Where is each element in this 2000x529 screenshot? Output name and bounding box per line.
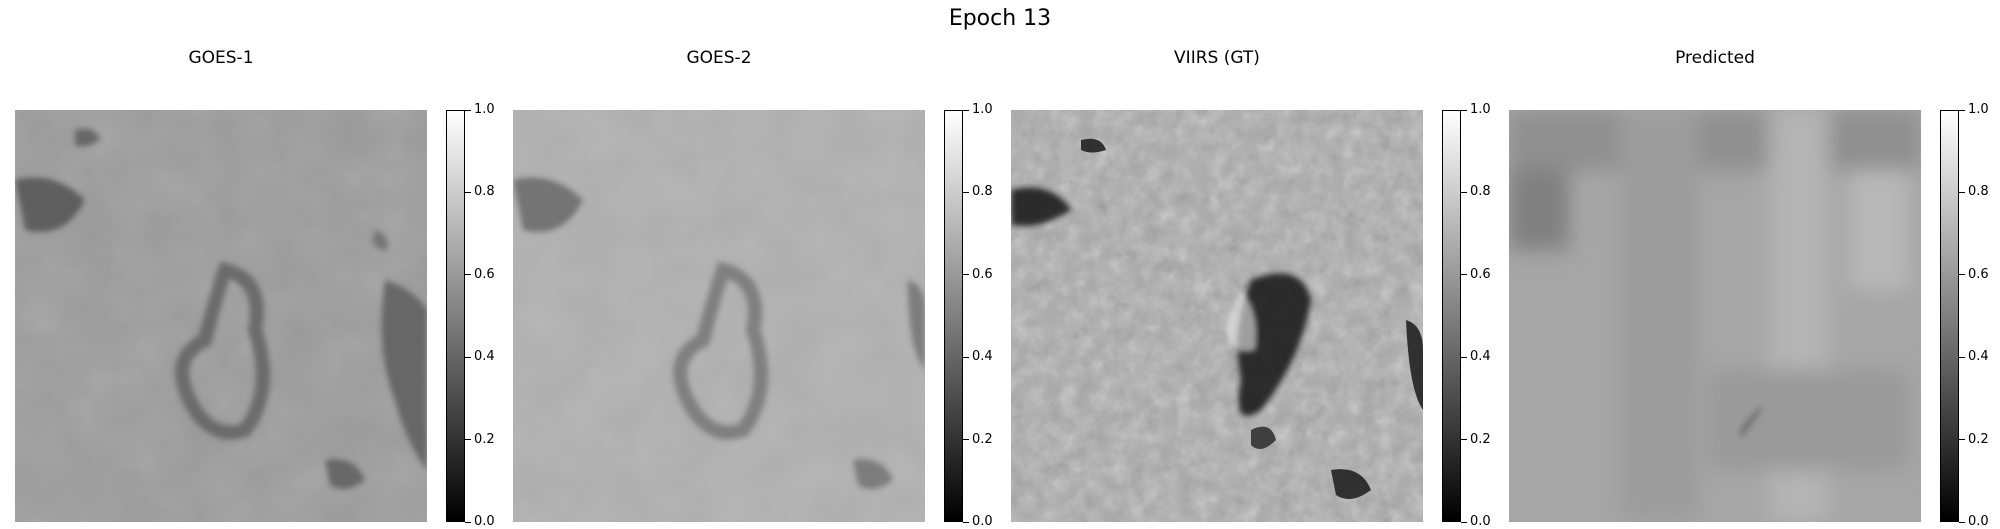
colorbar-tick-label: 0.0 — [972, 514, 993, 529]
colorbar-tick — [1461, 356, 1467, 358]
goes-1-image — [15, 110, 427, 522]
colorbar-tick — [1461, 439, 1467, 441]
colorbar-tick-label: 0.8 — [972, 184, 993, 200]
colorbar-tick-label: 0.8 — [1470, 184, 1491, 200]
colorbar — [1940, 110, 1959, 522]
colorbar-tick-label: 0.2 — [972, 431, 993, 447]
colorbar-tick-label: 0.6 — [1968, 266, 1989, 282]
colorbar-tick — [465, 109, 471, 111]
colorbar-tick-label: 1.0 — [1968, 102, 1989, 117]
colorbar-tick — [963, 439, 969, 441]
colorbar-tick — [465, 191, 471, 193]
colorbar-tick — [963, 274, 969, 276]
colorbar-tick-label: 0.2 — [474, 431, 495, 447]
colorbar-tick — [1959, 356, 1965, 358]
colorbar-tick — [1461, 109, 1467, 111]
colorbar-tick — [963, 521, 969, 523]
colorbar-tick-label: 0.4 — [972, 349, 993, 365]
colorbar-tick-label: 1.0 — [474, 102, 495, 117]
figure-title: Epoch 13 — [948, 6, 1052, 31]
colorbar-tick — [1461, 521, 1467, 523]
colorbar-tick-label: 1.0 — [1470, 102, 1491, 117]
colorbar-tick-label: 0.2 — [1470, 431, 1491, 447]
colorbar-tick-label: 0.0 — [474, 514, 495, 529]
colorbar-tick-label: 0.6 — [474, 266, 495, 282]
colorbar-tick — [465, 521, 471, 523]
predicted-image — [1509, 110, 1921, 522]
colorbar-tick-label: 0.6 — [1470, 266, 1491, 282]
colorbar — [944, 110, 963, 522]
panel-title: Predicted — [1675, 48, 1755, 68]
colorbar-tick — [465, 274, 471, 276]
colorbar-tick — [1959, 109, 1965, 111]
colorbar-tick-label: 0.4 — [1470, 349, 1491, 365]
panel-title: VIIRS (GT) — [1174, 48, 1260, 68]
colorbar-tick-label: 0.6 — [972, 266, 993, 282]
colorbar-tick — [963, 191, 969, 193]
colorbar-tick — [465, 356, 471, 358]
panel-title: GOES-2 — [686, 48, 752, 68]
viirs-gt-image — [1011, 110, 1423, 522]
colorbar-tick-label: 0.0 — [1470, 514, 1491, 529]
colorbar — [446, 110, 465, 522]
colorbar — [1442, 110, 1461, 522]
panel-title: GOES-1 — [188, 48, 254, 68]
colorbar-tick-label: 0.8 — [1968, 184, 1989, 200]
colorbar-tick — [1461, 274, 1467, 276]
colorbar-tick — [963, 109, 969, 111]
colorbar-tick — [1959, 521, 1965, 523]
colorbar-tick-label: 1.0 — [972, 102, 993, 117]
goes-2-image — [513, 110, 925, 522]
colorbar-tick-label: 0.0 — [1968, 514, 1989, 529]
colorbar-tick — [1461, 191, 1467, 193]
colorbar-tick-label: 0.4 — [1968, 349, 1989, 365]
colorbar-tick — [465, 439, 471, 441]
colorbar-tick-label: 0.2 — [1968, 431, 1989, 447]
colorbar-tick — [1959, 191, 1965, 193]
colorbar-tick — [1959, 274, 1965, 276]
colorbar-tick-label: 0.8 — [474, 184, 495, 200]
colorbar-tick-label: 0.4 — [474, 349, 495, 365]
colorbar-tick — [1959, 439, 1965, 441]
colorbar-tick — [963, 356, 969, 358]
